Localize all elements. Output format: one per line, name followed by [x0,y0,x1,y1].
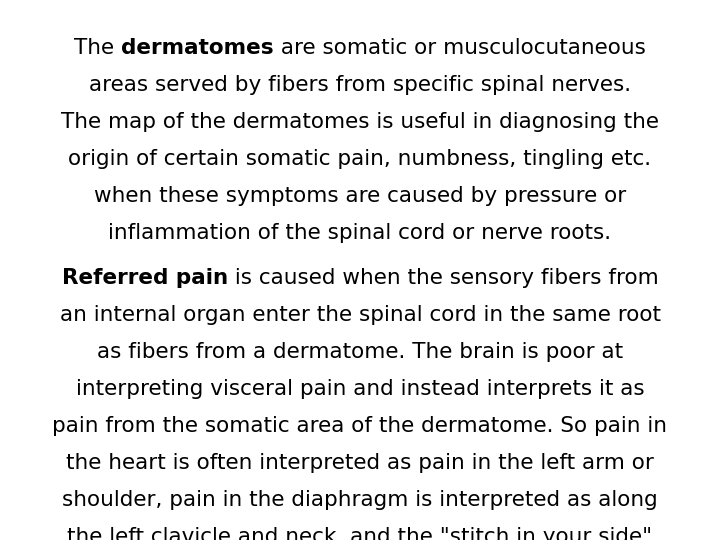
Text: shoulder, pain in the diaphragm is interpreted as along: shoulder, pain in the diaphragm is inter… [62,490,658,510]
Text: origin of certain somatic pain, numbness, tingling etc.: origin of certain somatic pain, numbness… [68,149,652,169]
Text: The map of the dermatomes is useful in diagnosing the: The map of the dermatomes is useful in d… [61,112,659,132]
Text: pain from the somatic area of the dermatome. So pain in: pain from the somatic area of the dermat… [53,416,667,436]
Text: when these symptoms are caused by pressure or: when these symptoms are caused by pressu… [94,186,626,206]
Text: is caused when the sensory fibers from: is caused when the sensory fibers from [228,268,658,288]
Text: are somatic or musculocutaneous: are somatic or musculocutaneous [274,38,646,58]
Text: the heart is often interpreted as pain in the left arm or: the heart is often interpreted as pain i… [66,453,654,473]
Text: interpreting visceral pain and instead interprets it as: interpreting visceral pain and instead i… [76,379,644,399]
Text: the left clavicle and neck, and the "stitch in your side": the left clavicle and neck, and the "sti… [68,527,652,540]
Text: Referred pain: Referred pain [62,268,228,288]
Text: The: The [74,38,121,58]
Text: an internal organ enter the spinal cord in the same root: an internal organ enter the spinal cord … [60,305,660,325]
Text: as fibers from a dermatome. The brain is poor at: as fibers from a dermatome. The brain is… [97,342,623,362]
Text: inflammation of the spinal cord or nerve roots.: inflammation of the spinal cord or nerve… [109,223,611,243]
Text: areas served by fibers from specific spinal nerves.: areas served by fibers from specific spi… [89,75,631,95]
Text: dermatomes: dermatomes [121,38,274,58]
